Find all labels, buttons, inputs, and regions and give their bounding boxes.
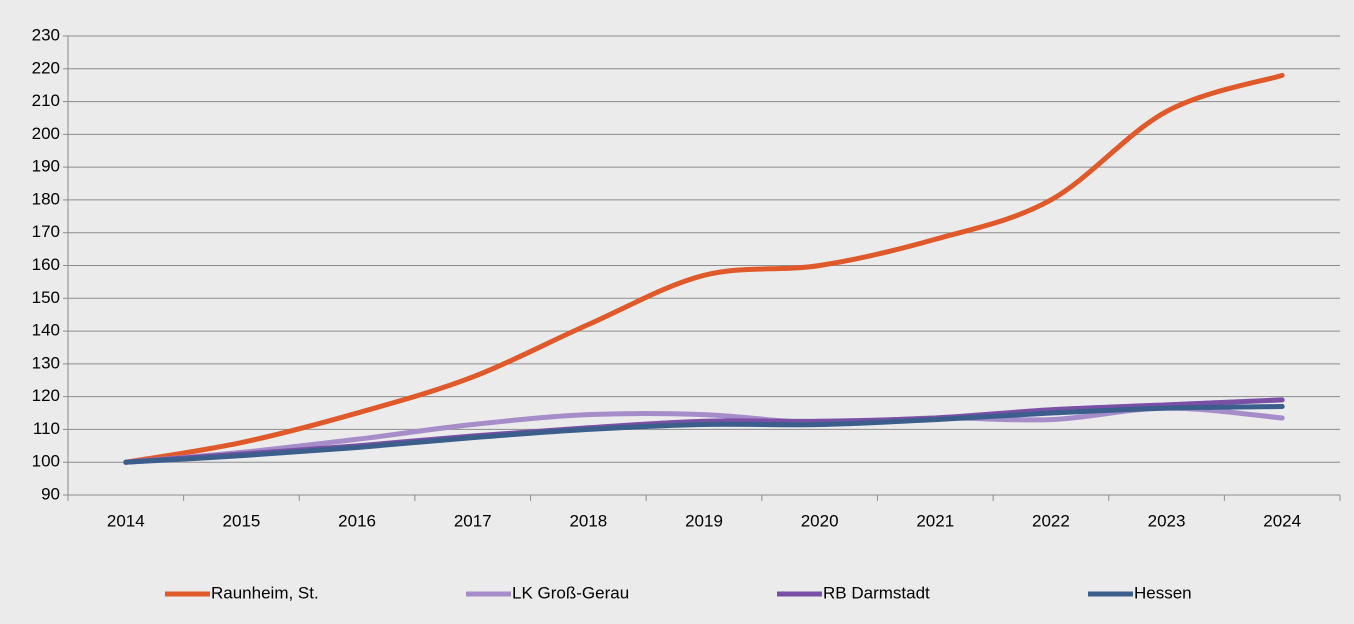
x-tick-label: 2014 (107, 511, 145, 530)
y-tick-label: 120 (32, 386, 60, 405)
legend-label: Raunheim, St. (211, 583, 319, 602)
y-tick-label: 90 (41, 484, 60, 503)
legend-label: RB Darmstadt (823, 583, 930, 602)
y-tick-label: 150 (32, 288, 60, 307)
x-tick-label: 2017 (454, 511, 492, 530)
y-tick-label: 180 (32, 189, 60, 208)
x-tick-label: 2020 (801, 511, 839, 530)
x-tick-label: 2018 (569, 511, 607, 530)
y-tick-label: 200 (32, 124, 60, 143)
y-tick-label: 100 (32, 452, 60, 471)
y-tick-label: 160 (32, 255, 60, 274)
x-tick-label: 2023 (1148, 511, 1186, 530)
x-tick-label: 2015 (223, 511, 261, 530)
y-tick-label: 190 (32, 157, 60, 176)
y-tick-label: 210 (32, 91, 60, 110)
y-tick-label: 230 (32, 25, 60, 44)
x-tick-label: 2016 (338, 511, 376, 530)
y-tick-label: 110 (33, 419, 60, 438)
y-tick-label: 140 (32, 321, 60, 340)
y-tick-label: 170 (32, 222, 60, 241)
series-line (123, 72, 1285, 465)
x-tick-label: 2021 (916, 511, 954, 530)
legend-label: Hessen (1134, 583, 1192, 602)
x-tick-label: 2024 (1263, 511, 1301, 530)
x-tick-label: 2022 (1032, 511, 1070, 530)
y-tick-label: 130 (32, 353, 60, 372)
series-line (123, 403, 1285, 465)
y-tick-label: 220 (32, 58, 60, 77)
series-line (123, 405, 1285, 465)
legend-label: LK Groß-Gerau (512, 583, 629, 602)
x-tick-label: 2019 (685, 511, 723, 530)
